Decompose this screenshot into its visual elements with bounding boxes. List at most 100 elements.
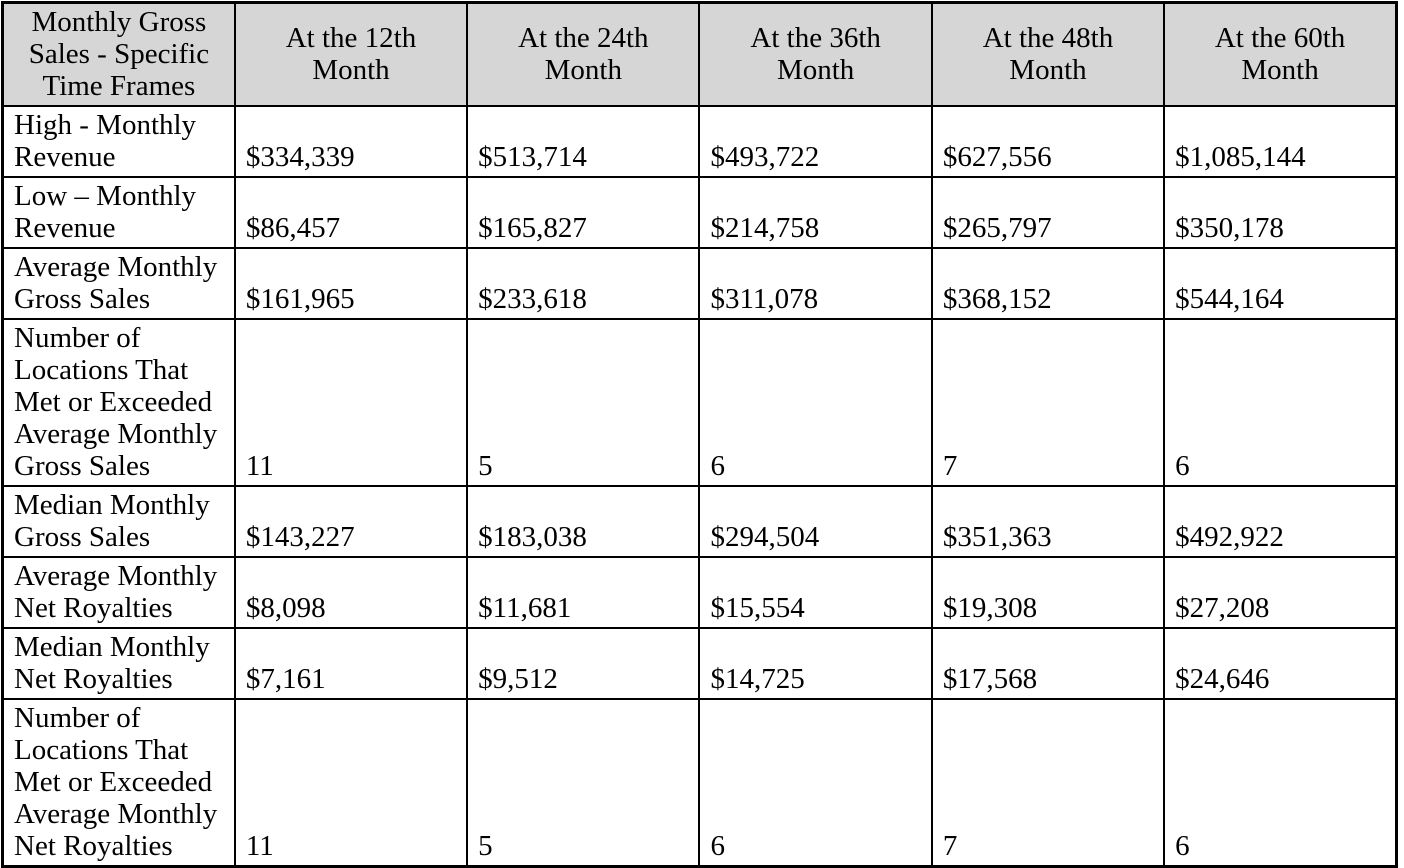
- row-label-line: Average Monthly: [14, 798, 218, 830]
- header-line: At the 48th: [982, 22, 1114, 54]
- value-cell: $311,078: [698, 247, 933, 320]
- table-row: Low – Monthly Revenue $86,457 $165,827 $214,…: [1, 176, 1398, 249]
- value-cell: $627,556: [930, 105, 1166, 178]
- value-cell: $7,161: [233, 627, 469, 700]
- value-cell: 5: [466, 698, 701, 868]
- corner-header-cell: Monthly Gross Sales - Specific Time Frames: [1, 1, 236, 107]
- table-row: High - Monthly Revenue $334,339 $513,714 $49…: [1, 105, 1398, 178]
- row-label-line: Net Royalties: [14, 663, 173, 695]
- row-label-line: Average Monthly: [14, 418, 218, 450]
- value-cell: 5: [466, 318, 701, 487]
- value-cell: $334,339: [233, 105, 469, 178]
- value-cell: 7: [930, 318, 1166, 487]
- value-cell: $17,568: [930, 627, 1166, 700]
- value-cell: $27,208: [1163, 556, 1398, 629]
- value-cell: $1,085,144: [1163, 105, 1398, 178]
- value-cell: $214,758: [698, 176, 933, 249]
- table-row: Number of Locations That Met or Exceeded Av…: [1, 318, 1398, 487]
- row-label-line: Low – Monthly: [14, 180, 197, 212]
- table-row: Median Monthly Net Royalties $7,161 $9,512 $…: [1, 627, 1398, 700]
- row-label-line: Locations That: [14, 354, 189, 386]
- row-label-line: Median Monthly: [14, 631, 210, 663]
- value-cell: 11: [233, 698, 469, 868]
- table-row: Median Monthly Gross Sales $143,227 $183,03…: [1, 485, 1398, 558]
- row-label-line: Met or Exceeded: [14, 386, 213, 418]
- table-row: Average Monthly Gross Sales $161,965 $233,6…: [1, 247, 1398, 320]
- value-cell: $350,178: [1163, 176, 1398, 249]
- value-cell: $368,152: [930, 247, 1166, 320]
- header-line: Time Frames: [42, 70, 196, 102]
- header-line: Month: [312, 54, 390, 86]
- value-cell: $11,681: [466, 556, 701, 629]
- value-cell: $544,164: [1163, 247, 1398, 320]
- value-cell: 6: [698, 318, 933, 487]
- row-label-line: Average Monthly: [14, 251, 218, 283]
- value-cell: $19,308: [930, 556, 1166, 629]
- header-line: At the 60th: [1214, 22, 1346, 54]
- row-label-line: Median Monthly: [14, 489, 210, 521]
- value-cell: $183,038: [466, 485, 701, 558]
- header-line: Sales - Specific: [28, 38, 210, 70]
- row-label-cell: Average Monthly Net Royalties: [1, 556, 236, 629]
- month-header-cell: At the 12th Month: [233, 1, 469, 107]
- value-cell: $14,725: [698, 627, 933, 700]
- row-label-line: Net Royalties: [14, 592, 173, 624]
- value-cell: 6: [1163, 318, 1398, 487]
- value-cell: $513,714: [466, 105, 701, 178]
- header-line: At the 12th: [285, 22, 417, 54]
- month-header-cell: At the 24th Month: [466, 1, 701, 107]
- value-cell: $9,512: [466, 627, 701, 700]
- value-cell: $493,722: [698, 105, 933, 178]
- value-cell: $492,922: [1163, 485, 1398, 558]
- table-body: High - Monthly Revenue $334,339 $513,714 $49…: [1, 105, 1398, 868]
- value-cell: $294,504: [698, 485, 933, 558]
- header-line: Month: [776, 54, 855, 86]
- value-cell: 7: [930, 698, 1166, 868]
- header-line: Month: [1241, 54, 1319, 86]
- row-label-line: Gross Sales: [14, 521, 151, 553]
- row-label-line: Number of: [14, 322, 141, 354]
- header-line: At the 36th: [750, 22, 881, 54]
- value-cell: $15,554: [698, 556, 933, 629]
- row-label-line: Revenue: [14, 141, 116, 173]
- value-cell: $233,618: [466, 247, 701, 320]
- table-header: Monthly Gross Sales - Specific Time Frames…: [1, 1, 1398, 107]
- value-cell: $165,827: [466, 176, 701, 249]
- value-cell: 11: [233, 318, 469, 487]
- value-cell: 6: [1163, 698, 1398, 868]
- value-cell: $351,363: [930, 485, 1166, 558]
- row-label-line: Gross Sales: [14, 283, 151, 315]
- value-cell: 6: [698, 698, 933, 868]
- header-row: Monthly Gross Sales - Specific Time Frames…: [1, 1, 1398, 107]
- table-row: Average Monthly Net Royalties $8,098 $11,68…: [1, 556, 1398, 629]
- month-header-cell: At the 36th Month: [698, 1, 933, 107]
- row-label-cell: Number of Locations That Met or Exceeded Av…: [1, 698, 236, 868]
- row-label-cell: High - Monthly Revenue: [1, 105, 236, 178]
- row-label-line: Locations That: [14, 734, 189, 766]
- month-header-cell: At the 60th Month: [1163, 1, 1398, 107]
- row-label-line: Gross Sales: [14, 450, 151, 482]
- value-cell: $8,098: [233, 556, 469, 629]
- value-cell: $161,965: [233, 247, 469, 320]
- row-label-cell: Number of Locations That Met or Exceeded Av…: [1, 318, 236, 487]
- row-label-line: Number of: [14, 702, 141, 734]
- row-label-line: Revenue: [14, 212, 116, 244]
- row-label-cell: Average Monthly Gross Sales: [1, 247, 236, 320]
- row-label-cell: Low – Monthly Revenue: [1, 176, 236, 249]
- row-label-line: Average Monthly: [14, 560, 218, 592]
- row-label-cell: Median Monthly Gross Sales: [1, 485, 236, 558]
- table-row: Number of Locations That Met or Exceeded Av…: [1, 698, 1398, 868]
- header-line: At the 24th: [518, 22, 649, 54]
- value-cell: $265,797: [930, 176, 1166, 249]
- value-cell: $24,646: [1163, 627, 1398, 700]
- row-label-line: Met or Exceeded: [14, 766, 213, 798]
- header-line: Month: [544, 54, 622, 86]
- row-label-cell: Median Monthly Net Royalties: [1, 627, 236, 700]
- row-label-line: Net Royalties: [14, 830, 173, 862]
- value-cell: $86,457: [233, 176, 469, 249]
- header-line: Monthly Gross: [31, 6, 207, 38]
- header-line: Month: [1009, 54, 1087, 86]
- month-header-cell: At the 48th Month: [930, 1, 1166, 107]
